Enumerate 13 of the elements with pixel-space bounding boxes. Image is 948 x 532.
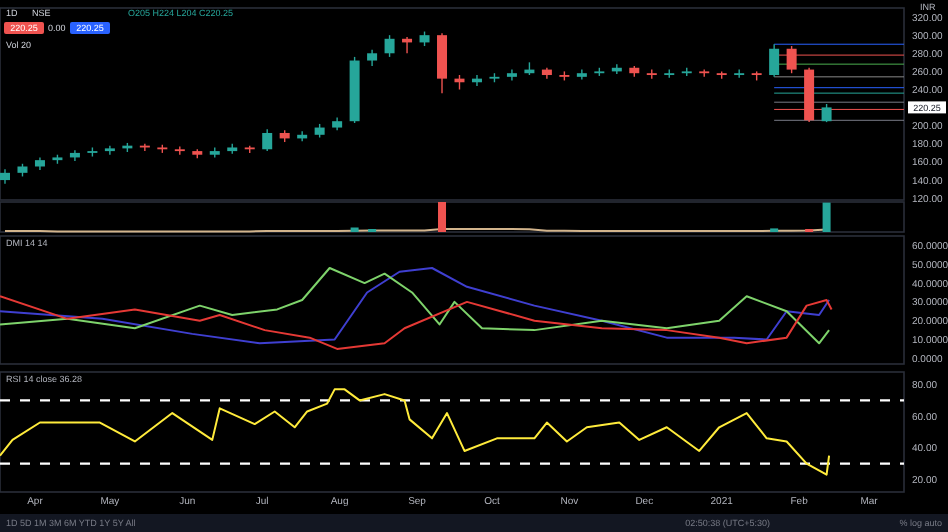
candlestick (734, 68, 745, 79)
bar (438, 202, 447, 232)
candlestick (174, 145, 185, 156)
candlestick (262, 128, 273, 152)
line-series (0, 267, 831, 345)
line-series (0, 388, 831, 476)
candlestick (821, 103, 832, 123)
candlestick (769, 43, 780, 78)
candlestick (104, 144, 115, 156)
line-series (0, 295, 833, 350)
candlestick (437, 32, 448, 94)
bar (822, 202, 831, 232)
candlestick (384, 34, 395, 58)
